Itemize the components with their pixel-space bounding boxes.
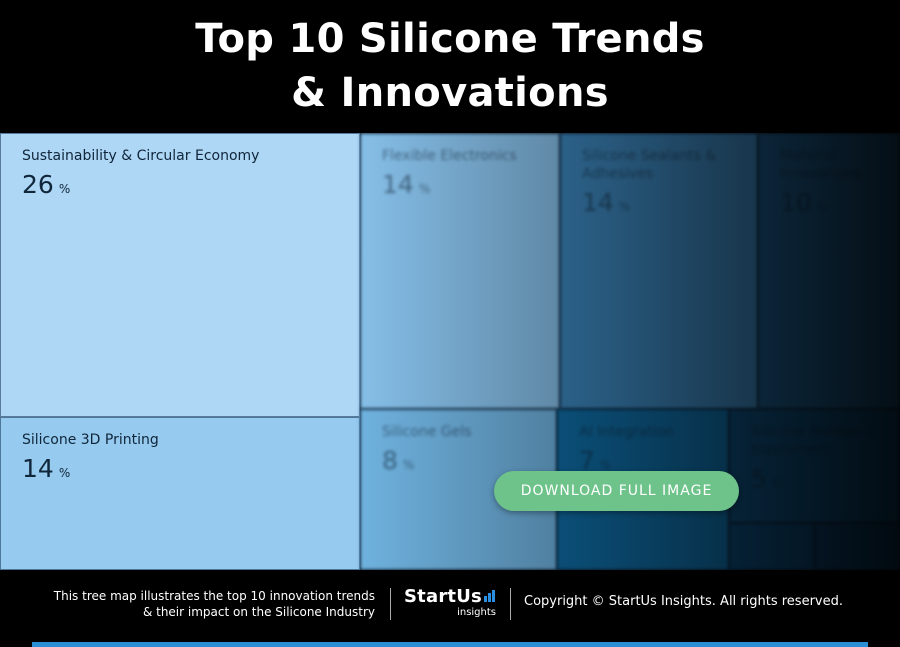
treemap-tile: Material Innovations 10% [758, 133, 900, 409]
footer-description: This tree map illustrates the top 10 inn… [15, 588, 375, 620]
tile-label: AI Integration [579, 424, 675, 440]
header: Top 10 Silicone Trends & Innovations [0, 0, 900, 133]
logo-subtext: insights [457, 607, 496, 618]
treemap-tile: Silicone Rubber & Elastomers 5% [729, 409, 900, 523]
treemap-tile: Flexible Electronics 14% [360, 133, 560, 409]
tile-label: Sustainability & Circular Economy [22, 148, 260, 164]
page-title-line-2: & Innovations [291, 70, 609, 116]
tile-unit: % [58, 466, 71, 480]
tile-unit: % [402, 458, 415, 472]
treemap-tile: Silicone Sealants & Adhesives 14% [560, 133, 758, 409]
treemap-tile: Sustainability & Circular Economy 26% [0, 133, 360, 417]
tile-percentage: 5% [751, 465, 899, 497]
tile-label: Material Innovations [780, 148, 862, 182]
tile-value: 14 [22, 454, 54, 483]
copyright-text: Copyright © StartUs Insights. All rights… [524, 594, 843, 609]
tile-label: Silicone Rubber & Elastomers [751, 424, 876, 458]
tile-percentage [738, 536, 814, 568]
tile-percentage: 10% [780, 189, 899, 221]
tile-label: Silicone Sealants & Adhesives [582, 148, 717, 182]
treemap-tile [729, 523, 815, 570]
tile-unit: % [418, 182, 431, 196]
tile-unit: % [816, 200, 829, 214]
tile-value: 26 [22, 170, 54, 199]
footer: This tree map illustrates the top 10 inn… [0, 570, 900, 647]
tile-percentage: 14% [582, 189, 757, 221]
tile-unit: % [58, 182, 71, 196]
tile-value: 5 [751, 464, 767, 493]
tile-unit: % [771, 476, 784, 490]
tile-value: 14 [382, 170, 414, 199]
startus-logo[interactable]: StartUs insights [404, 586, 500, 622]
tile-value: 10 [780, 188, 812, 217]
tile-label: Flexible Electronics [382, 148, 517, 164]
tile-label: Silicone 3D Printing [22, 432, 159, 448]
tile-unit: % [618, 200, 631, 214]
bar-chart-icon [483, 587, 496, 606]
treemap-chart: Sustainability & Circular Economy 26% Sili… [0, 133, 900, 570]
download-full-image-button[interactable]: DOWNLOAD FULL IMAGE [494, 471, 739, 511]
footer-description-line-1: This tree map illustrates the top 10 inn… [53, 589, 375, 603]
tile-percentage [824, 536, 899, 568]
logo-brand-text: StartUs [404, 586, 482, 607]
tile-percentage: 14% [22, 455, 359, 487]
tile-value: 14 [582, 188, 614, 217]
tile-percentage: 14% [382, 171, 559, 203]
footer-description-line-2: & their impact on the Silicone Industry [142, 605, 375, 619]
footer-divider-right [510, 588, 511, 620]
tile-unit: % [599, 458, 612, 472]
tile-label: Silicone Gels [382, 424, 472, 440]
footer-divider-left [390, 588, 391, 620]
bottom-accent-bar [32, 642, 868, 647]
tile-percentage: 26% [22, 171, 359, 203]
page-title-line-1: Top 10 Silicone Trends [195, 16, 705, 62]
treemap-tile [815, 523, 900, 570]
treemap-tile: Silicone 3D Printing 14% [0, 417, 360, 570]
tile-value: 8 [382, 446, 398, 475]
